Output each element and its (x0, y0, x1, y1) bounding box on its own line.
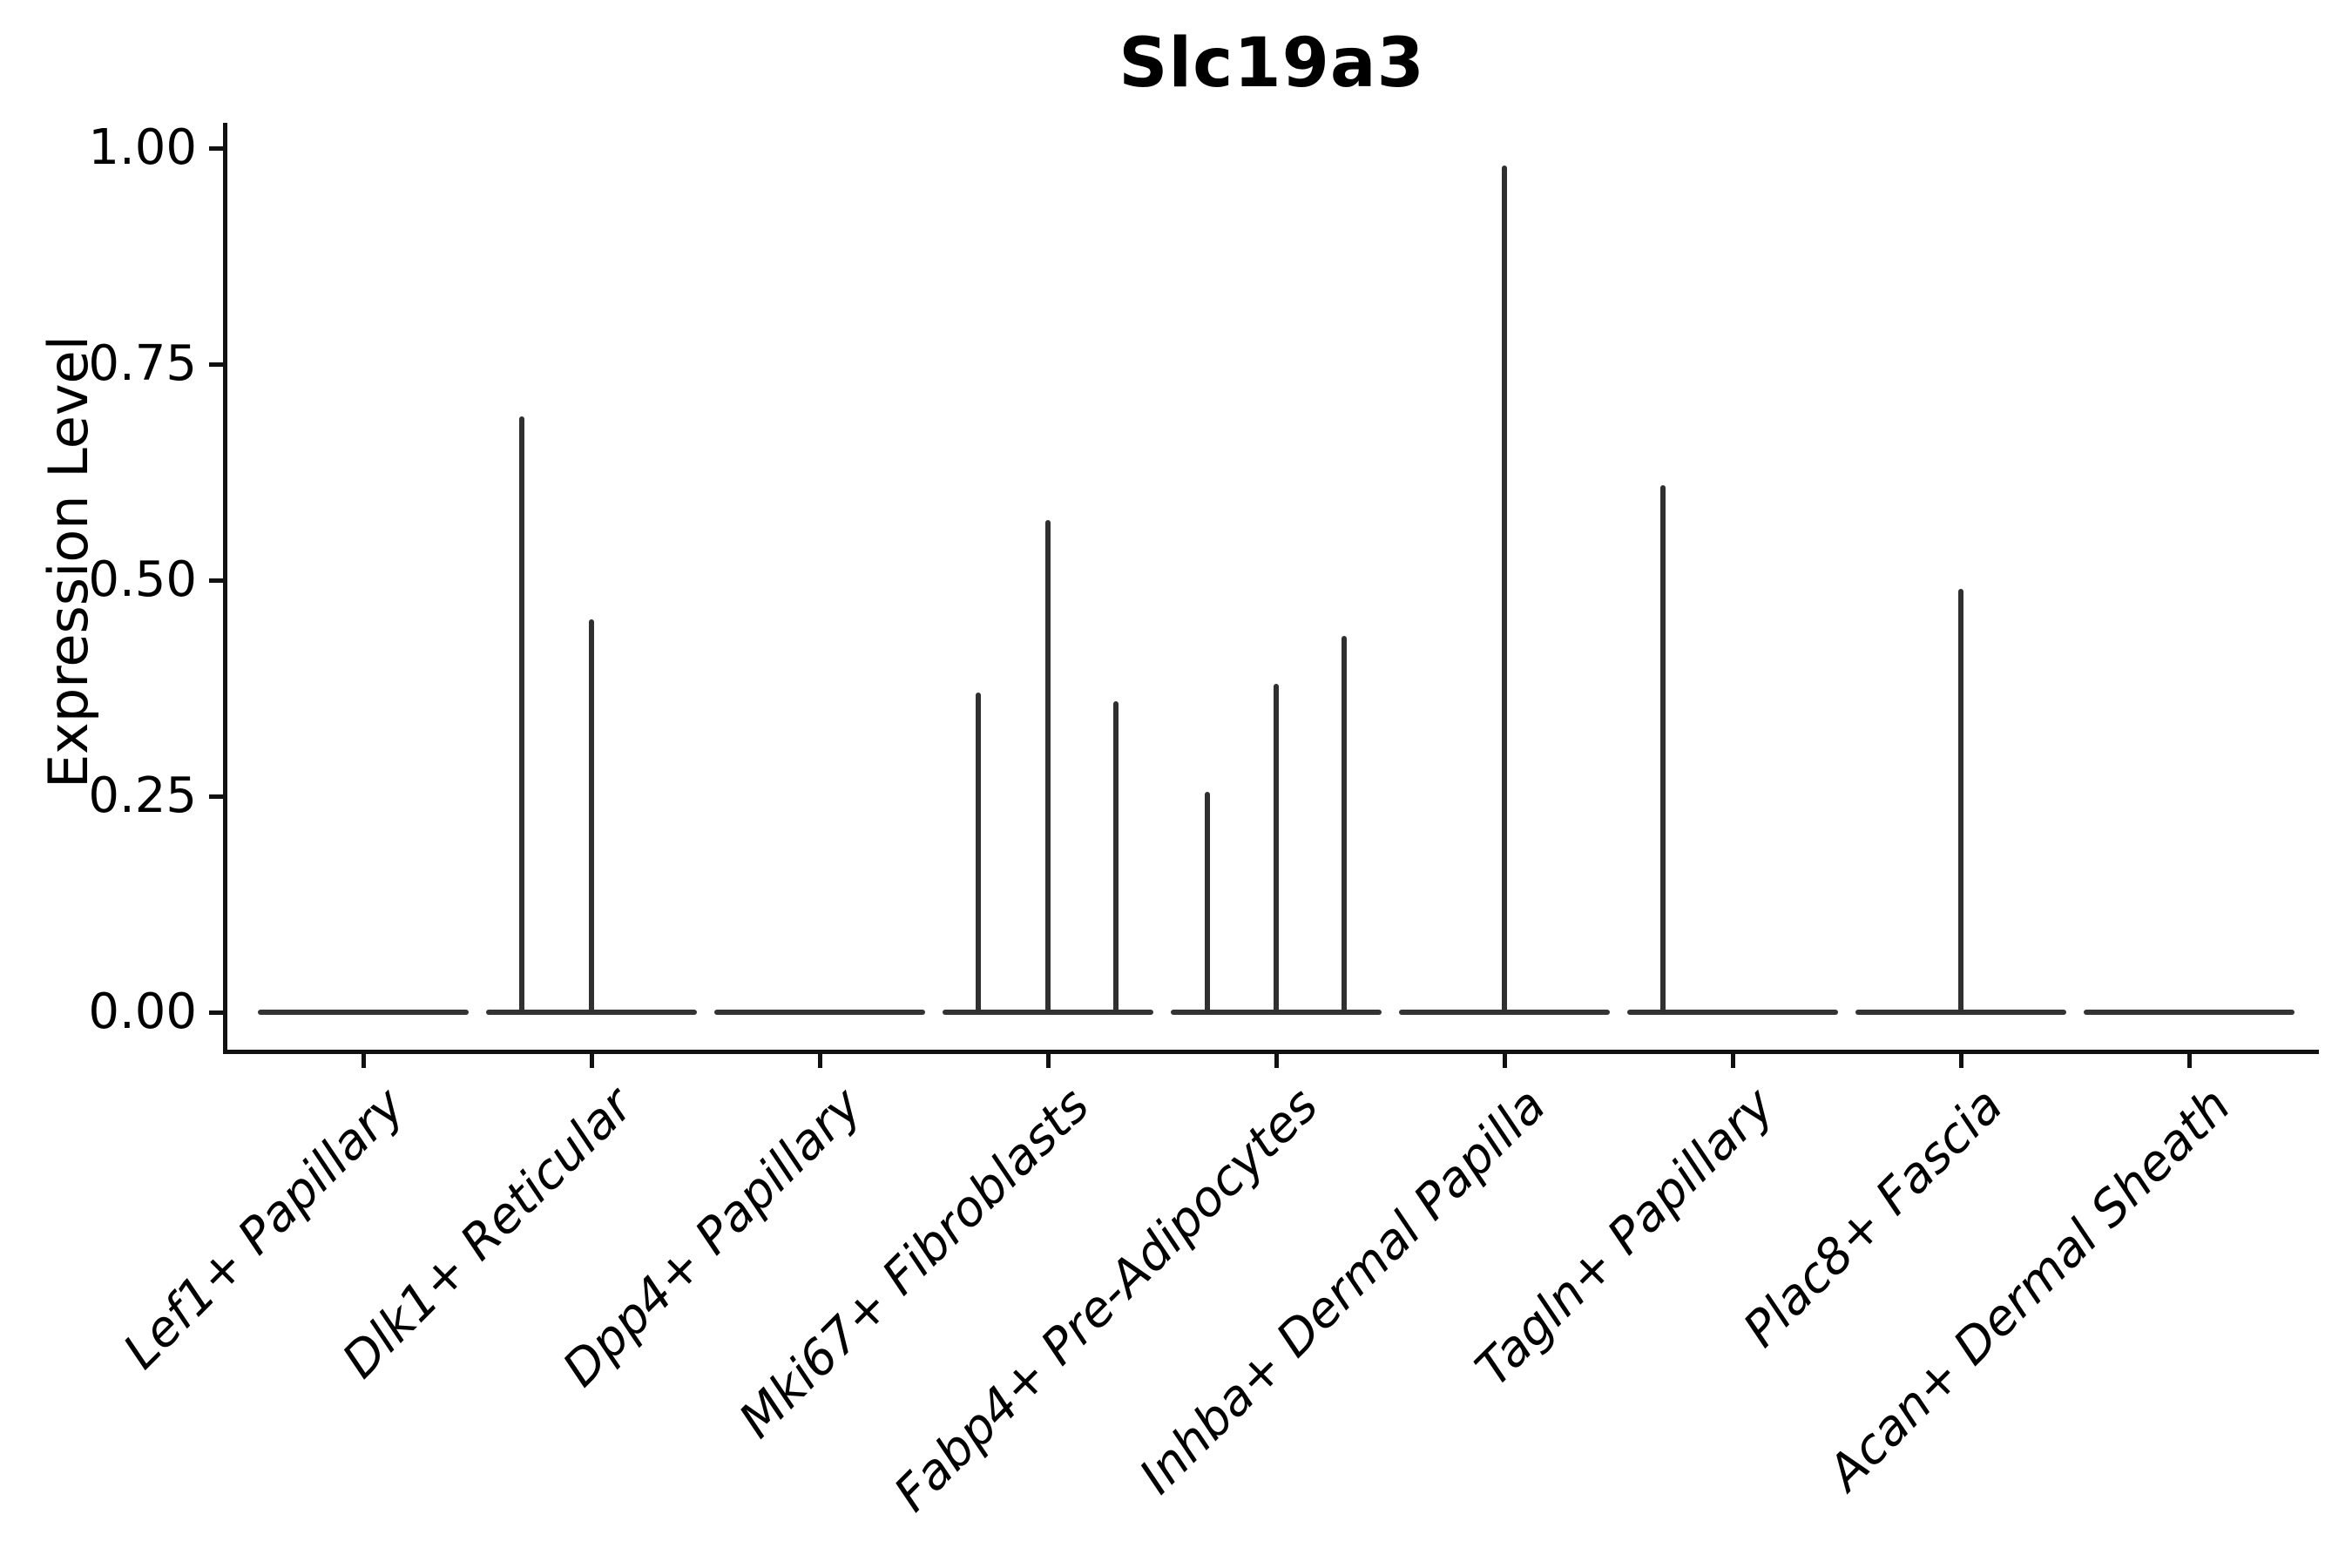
violin-spike (976, 692, 981, 1012)
y-axis-spine (223, 123, 227, 1054)
violin-body (714, 1010, 925, 1015)
x-tick-label: Inhba+ Dermal Papilla (1129, 1077, 1558, 1505)
violin-body (1627, 1010, 1838, 1015)
x-tick-mark (1046, 1054, 1051, 1068)
x-tick-mark (590, 1054, 594, 1068)
x-tick-mark (2187, 1054, 2192, 1068)
violin-spike (589, 618, 594, 1012)
violin-body (486, 1010, 697, 1015)
violin-body (1399, 1010, 1610, 1015)
violin-spike (1045, 519, 1051, 1012)
y-tick-mark (209, 578, 223, 583)
x-tick-mark (1731, 1054, 1735, 1068)
x-tick-mark (818, 1054, 822, 1068)
violin-body (943, 1010, 1153, 1015)
x-tick-label: Fabp4+ Pre-Adipocytes (883, 1077, 1329, 1523)
violin-spike (1660, 484, 1666, 1012)
violin-body (1171, 1010, 1382, 1015)
y-tick-mark (209, 146, 223, 151)
violin-body (1855, 1010, 2066, 1015)
chart-title: Slc19a3 (1119, 24, 1425, 103)
y-tick-label: 0.50 (88, 551, 197, 608)
x-axis-spine (223, 1050, 2319, 1054)
x-tick-mark (1274, 1054, 1279, 1068)
x-tick-mark (1503, 1054, 1507, 1068)
y-tick-label: 0.00 (88, 983, 197, 1040)
violin-spike (1113, 700, 1119, 1012)
y-tick-label: 1.00 (88, 119, 197, 176)
violin-spike (1274, 684, 1279, 1012)
x-tick-mark (1959, 1054, 1963, 1068)
violin-spike (519, 416, 524, 1012)
y-tick-mark (209, 362, 223, 367)
x-tick-label: Acan+ Dermal Sheath (1817, 1077, 2242, 1502)
y-tick-label: 0.25 (88, 767, 197, 824)
y-tick-label: 0.75 (88, 335, 197, 392)
violin-spike (1205, 792, 1210, 1012)
violin-body (258, 1010, 469, 1015)
violin-body (2084, 1010, 2295, 1015)
violin-spike (1958, 588, 1963, 1012)
y-tick-mark (209, 1010, 223, 1015)
violin-spike (1502, 165, 1507, 1012)
y-tick-mark (209, 794, 223, 799)
x-tick-mark (362, 1054, 366, 1068)
violin-spike (1342, 636, 1347, 1012)
